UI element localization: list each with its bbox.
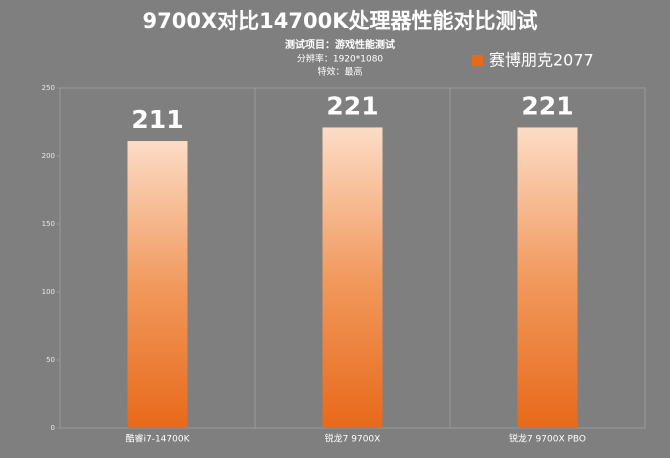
y-tick-label: 200 — [42, 152, 55, 160]
y-tick-label: 0 — [51, 424, 55, 432]
subtitle: 特效：最高 — [317, 66, 362, 78]
subtitle: 测试项目：游戏性能测试 — [285, 38, 395, 51]
bar — [517, 127, 578, 428]
y-tick-label: 250 — [42, 84, 55, 92]
bar — [322, 127, 383, 428]
bar — [127, 141, 188, 429]
data-label: 211 — [131, 105, 183, 134]
legend-swatch — [472, 55, 483, 66]
data-label: 221 — [326, 91, 378, 120]
chart-title: 9700X对比14700K处理器性能对比测试 — [143, 9, 538, 33]
x-tick-label: 锐龙7 9700X PBO — [509, 433, 586, 445]
subtitle: 分辨率：1920*1080 — [297, 53, 384, 65]
x-tick-label: 酷睿i7-14700K — [125, 433, 190, 445]
x-tick-label: 锐龙7 9700X — [325, 433, 381, 445]
data-label: 221 — [521, 91, 573, 120]
y-tick-label: 100 — [42, 288, 55, 296]
y-tick-label: 150 — [42, 220, 55, 228]
y-tick-label: 50 — [46, 356, 55, 364]
legend-label: 赛博朋克2077 — [489, 51, 594, 70]
